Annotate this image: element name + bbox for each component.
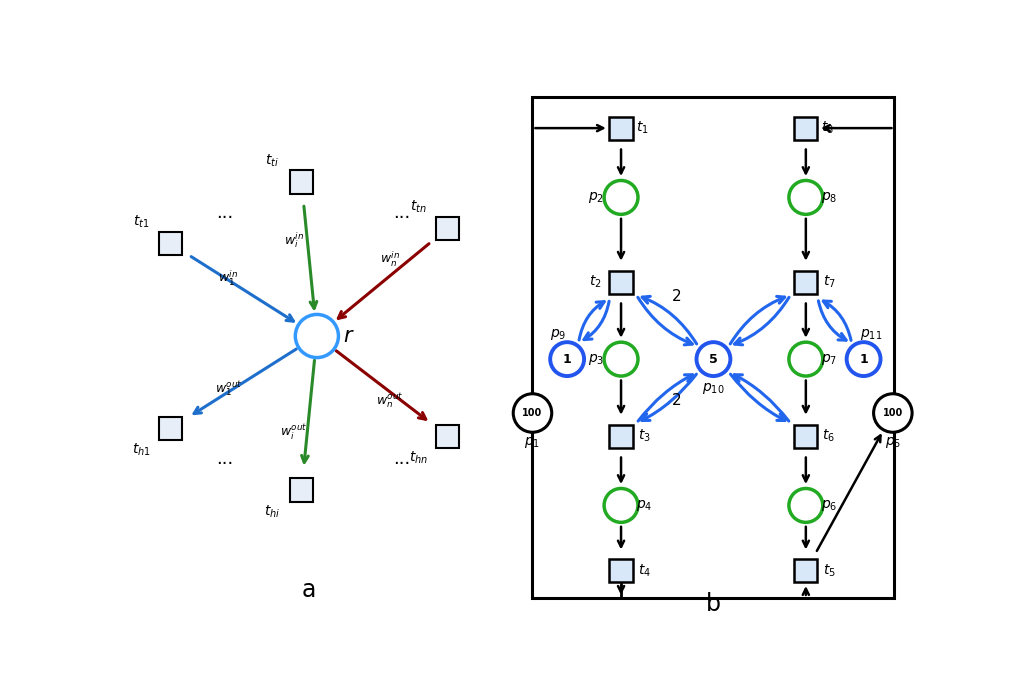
Bar (436, 216, 459, 240)
Text: 100: 100 (522, 408, 543, 418)
Text: $t_{h1}$: $t_{h1}$ (132, 442, 151, 458)
Circle shape (788, 489, 823, 522)
Text: $t_{hn}$: $t_{hn}$ (409, 449, 428, 466)
Text: $t_{hi}$: $t_{hi}$ (264, 504, 281, 520)
Text: $p_6$: $p_6$ (821, 498, 837, 513)
Bar (533, 97, 894, 598)
Circle shape (513, 393, 552, 432)
Text: 1: 1 (563, 353, 572, 366)
Text: 1: 1 (859, 353, 868, 366)
Text: $w_1^{out}$: $w_1^{out}$ (214, 380, 242, 400)
Text: $t_3$: $t_3$ (638, 428, 651, 444)
Circle shape (846, 342, 881, 376)
Text: $p_1$: $p_1$ (524, 435, 541, 450)
Text: $p_5$: $p_5$ (885, 435, 901, 450)
Bar (160, 417, 182, 440)
Text: $t_{t1}$: $t_{t1}$ (133, 214, 149, 230)
Text: $t_7$: $t_7$ (823, 274, 835, 290)
Text: $w_1^{in}$: $w_1^{in}$ (219, 269, 238, 288)
Circle shape (295, 314, 339, 358)
Text: b: b (706, 592, 721, 616)
Circle shape (696, 342, 730, 376)
Text: $t_4$: $t_4$ (637, 563, 651, 579)
Text: ...: ... (215, 450, 233, 469)
Text: $p_4$: $p_4$ (636, 498, 653, 513)
Text: $t_1$: $t_1$ (636, 120, 649, 136)
Text: $w_i^{out}$: $w_i^{out}$ (280, 422, 308, 442)
Text: $t_2$: $t_2$ (588, 274, 601, 290)
Text: $p_8$: $p_8$ (821, 190, 837, 205)
Circle shape (604, 342, 638, 376)
Bar (795, 559, 817, 582)
Text: ...: ... (393, 204, 410, 222)
Bar (290, 170, 313, 194)
Bar (609, 116, 633, 140)
Text: $w_n^{in}$: $w_n^{in}$ (380, 249, 400, 269)
Text: ...: ... (215, 204, 233, 222)
Text: $r$: $r$ (343, 326, 354, 346)
Text: $p_9$: $p_9$ (550, 327, 566, 342)
Circle shape (788, 181, 823, 214)
Text: $t_5$: $t_5$ (823, 563, 835, 579)
Text: $t_6$: $t_6$ (823, 428, 835, 444)
Bar (795, 271, 817, 294)
Text: $2$: $2$ (671, 392, 682, 409)
Bar (436, 424, 459, 448)
Text: $p_2$: $p_2$ (588, 190, 604, 205)
Bar (609, 424, 633, 448)
Text: $p_{11}$: $p_{11}$ (860, 327, 883, 342)
Bar (609, 271, 633, 294)
Circle shape (604, 489, 638, 522)
Text: $p_7$: $p_7$ (821, 351, 837, 367)
Text: $t_{tn}$: $t_{tn}$ (410, 198, 427, 215)
Bar (795, 116, 817, 140)
Text: ...: ... (393, 450, 410, 469)
Text: $w_i^{in}$: $w_i^{in}$ (284, 230, 304, 249)
Text: 100: 100 (883, 408, 903, 418)
Circle shape (788, 342, 823, 376)
Bar (609, 559, 633, 582)
Circle shape (873, 393, 912, 432)
Circle shape (604, 181, 638, 214)
Circle shape (550, 342, 584, 376)
Text: $p_3$: $p_3$ (588, 351, 605, 367)
Bar (795, 424, 817, 448)
Text: a: a (303, 578, 316, 602)
Text: $p_{10}$: $p_{10}$ (702, 381, 725, 396)
Text: 5: 5 (709, 353, 718, 366)
Text: $t_{ti}$: $t_{ti}$ (265, 152, 279, 169)
Text: $t_8$: $t_8$ (821, 120, 834, 136)
Bar (160, 232, 182, 255)
Text: $2$: $2$ (671, 289, 682, 305)
Text: $w_n^{out}$: $w_n^{out}$ (376, 392, 404, 411)
Bar (290, 478, 313, 502)
